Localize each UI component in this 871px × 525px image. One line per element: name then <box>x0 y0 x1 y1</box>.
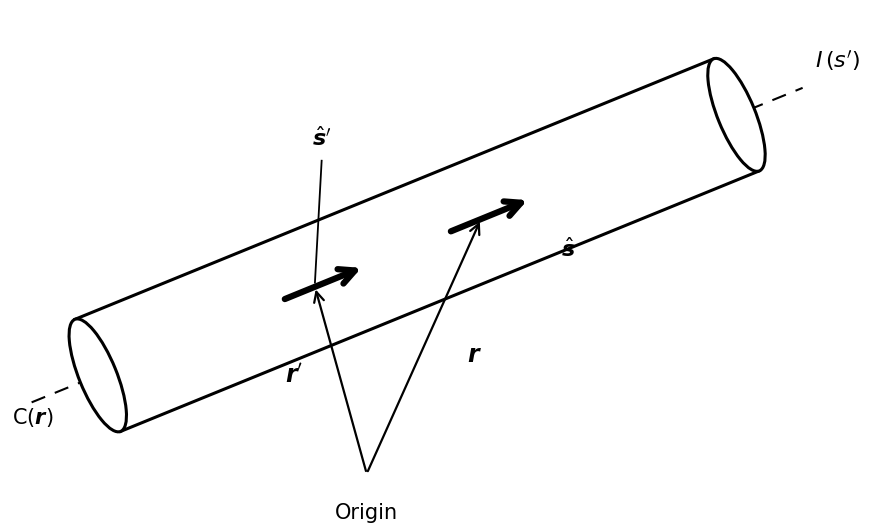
Text: $\boldsymbol{r}'$: $\boldsymbol{r}'$ <box>286 364 304 388</box>
Text: $\boldsymbol{r}$: $\boldsymbol{r}$ <box>467 343 482 367</box>
Polygon shape <box>75 59 760 432</box>
Text: $\hat{\boldsymbol{s}}$: $\hat{\boldsymbol{s}}$ <box>561 237 575 260</box>
Text: $I\,(\boldsymbol{s'})$: $I\,(\boldsymbol{s'})$ <box>815 48 861 73</box>
Text: C($\boldsymbol{r}$): C($\boldsymbol{r}$) <box>12 406 53 429</box>
Text: $\hat{\boldsymbol{s}}'$: $\hat{\boldsymbol{s}}'$ <box>312 126 332 150</box>
Ellipse shape <box>69 319 126 432</box>
Text: Origin: Origin <box>335 503 398 523</box>
Ellipse shape <box>708 58 766 171</box>
